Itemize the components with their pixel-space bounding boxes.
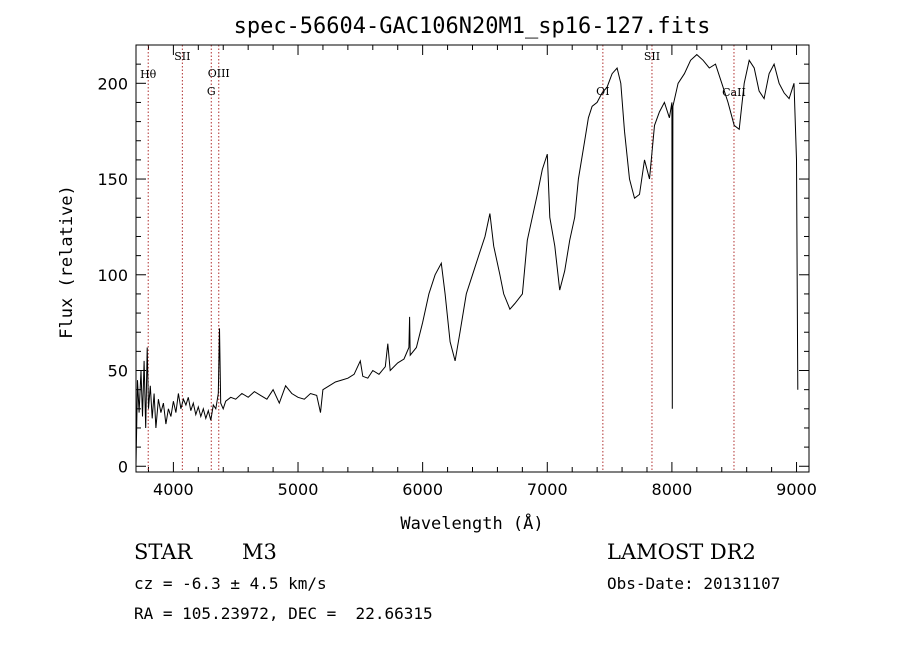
y-tick-label: 200 bbox=[97, 74, 128, 93]
survey-name: LAMOST DR2 bbox=[607, 540, 756, 564]
x-tick-label: 9000 bbox=[776, 480, 817, 499]
y-tick-label: 150 bbox=[97, 170, 128, 189]
spectral-line-label: OIII bbox=[208, 67, 230, 80]
obs-date: Obs-Date: 20131107 bbox=[607, 574, 781, 593]
spectral-line-label: G bbox=[207, 85, 216, 98]
y-axis-label: Flux (relative) bbox=[57, 185, 77, 339]
y-tick-label: 0 bbox=[118, 457, 128, 476]
object-class: STAR bbox=[134, 540, 193, 564]
spectral-line-label: Hθ bbox=[140, 68, 157, 81]
x-axis-label: Wavelength (Å) bbox=[400, 512, 543, 534]
x-tick-label: 8000 bbox=[652, 480, 693, 499]
object-subclass: M3 bbox=[242, 540, 277, 564]
x-tick-label: 7000 bbox=[527, 480, 568, 499]
y-tick-label: 100 bbox=[97, 266, 128, 285]
y-tick-label: 50 bbox=[108, 362, 128, 381]
coordinates: RA = 105.23972, DEC = 22.66315 bbox=[134, 604, 433, 623]
redshift-readout: cz = -6.3 ± 4.5 km/s bbox=[134, 574, 327, 593]
spectral-line-label: CaII bbox=[722, 86, 746, 99]
x-tick-label: 4000 bbox=[153, 480, 194, 499]
x-tick-label: 6000 bbox=[402, 480, 443, 499]
plot-frame bbox=[135, 44, 810, 473]
x-tick-label: 5000 bbox=[278, 480, 319, 499]
chart-title: spec-56604-GAC106N20M1_sp16-127.fits bbox=[234, 14, 711, 39]
spectral-line-label: SII bbox=[174, 50, 190, 63]
spectral-line-label: SII bbox=[644, 50, 660, 63]
spectrum-line bbox=[135, 53, 799, 467]
